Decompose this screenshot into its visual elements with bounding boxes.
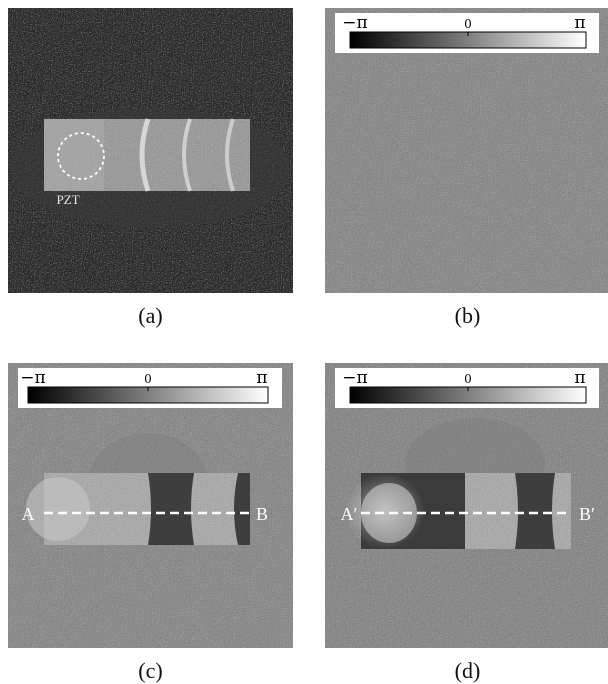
pzt-marker	[57, 132, 105, 180]
panel-a: PZT	[8, 8, 293, 293]
panel-c: −π 0 π A B	[8, 363, 293, 648]
panel-d: −π 0 π A′ B′	[325, 363, 608, 648]
colorbar-mid-label: 0	[464, 372, 472, 386]
colorbar-mid-label: 0	[464, 17, 472, 31]
colorbar-min-label: −π	[342, 368, 367, 388]
line-end-label: B′	[579, 504, 595, 524]
panel-b: −π 0 π	[325, 8, 608, 293]
pzt-label: PZT	[56, 192, 79, 207]
colorbar-min-label: −π	[342, 13, 367, 33]
line-start-label: A′	[341, 504, 358, 524]
caption-d: (d)	[454, 658, 481, 683]
colorbar-max-label: π	[574, 368, 585, 388]
specimen-plate	[345, 473, 571, 549]
caption-a: (a)	[138, 303, 163, 328]
line-end-label: B	[256, 504, 268, 524]
caption-c: (c)	[138, 658, 163, 683]
colorbar-mid-label: 0	[144, 372, 152, 386]
caption-b: (b)	[454, 303, 481, 328]
colorbar-min-label: −π	[20, 368, 45, 388]
specimen-plate	[26, 473, 250, 545]
specimen-plate	[44, 118, 250, 192]
line-start-label: A	[22, 504, 35, 524]
colorbar-max-label: π	[574, 13, 585, 33]
colorbar-max-label: π	[256, 368, 267, 388]
